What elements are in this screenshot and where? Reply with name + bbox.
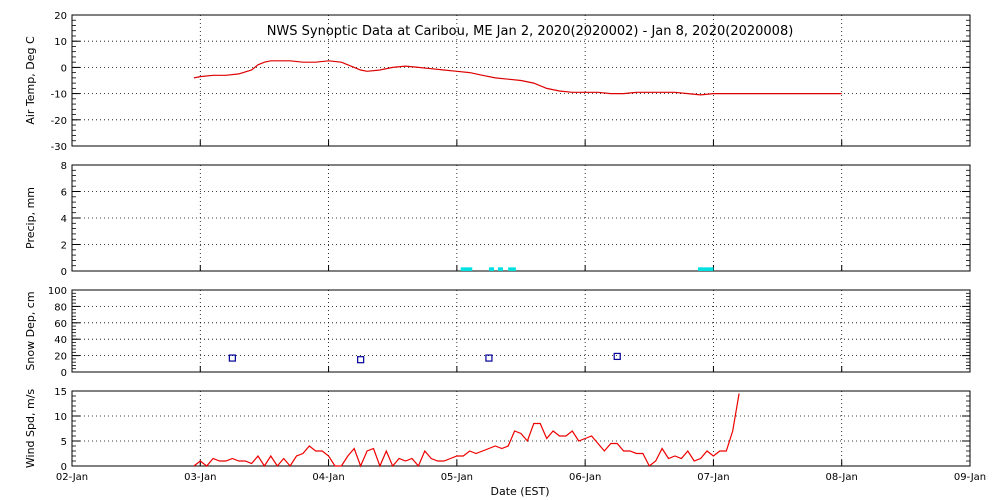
panel-wind-spd: 15 10 5 0 Wind Spd, m/s 02-Jan 03-Jan 04-Jan 05-… <box>24 387 986 483</box>
panel-snow-dep: 100 80 60 40 20 0 Snow Dep, cm <box>24 286 971 379</box>
y-axis-label: Snow Dep, cm <box>24 291 37 370</box>
y-tick-label: 20 <box>54 352 67 363</box>
y-axis-label: Precip, mm <box>24 187 37 249</box>
y-tick-label: 0 <box>61 368 67 379</box>
x-tick-label: 09-Jan <box>954 472 986 483</box>
precip-bar <box>497 267 504 271</box>
wind-speed-line <box>193 393 740 468</box>
precip-bar <box>698 267 714 271</box>
precip-bar <box>488 267 495 271</box>
snow-depth-point <box>613 352 621 361</box>
y-tick-label: -20 <box>51 116 67 127</box>
x-tick-label: 02-Jan <box>56 472 88 483</box>
x-tick-label: 06-Jan <box>569 472 601 483</box>
y-tick-label: -30 <box>51 142 67 153</box>
panel-frame <box>71 289 971 373</box>
y-tick-label: 40 <box>54 335 67 346</box>
y-tick-label: -10 <box>51 90 67 101</box>
y-tick-label: 4 <box>61 214 67 225</box>
y-axis-label: Air Temp, Deg C <box>24 36 37 125</box>
y-tick-label: 10 <box>54 412 67 423</box>
y-tick-label: 20 <box>54 11 67 22</box>
x-tick-label: 07-Jan <box>697 472 729 483</box>
y-tick-label: 8 <box>61 161 67 172</box>
y-tick-label: 2 <box>61 241 67 252</box>
x-tick-label: 04-Jan <box>312 472 344 483</box>
y-tick-label: 15 <box>54 387 67 398</box>
chart-title: NWS Synoptic Data at Caribou, ME Jan 2, … <box>267 24 794 39</box>
x-tick-label: 05-Jan <box>441 472 473 483</box>
y-axis-label: Wind Spd, m/s <box>24 389 37 469</box>
panel-frame <box>71 390 971 467</box>
panel-frame <box>71 14 971 147</box>
y-tick-label: 0 <box>61 267 67 278</box>
y-tick-label: 60 <box>54 319 67 330</box>
y-tick-label: 5 <box>61 437 67 448</box>
snow-depth-point <box>228 354 236 362</box>
air-temp-line <box>193 60 842 96</box>
x-axis-label: Date (EST) <box>490 485 549 498</box>
y-tick-label: 0 <box>61 63 67 74</box>
x-tick-label: 08-Jan <box>826 472 858 483</box>
precip-bar <box>508 267 516 271</box>
y-tick-label: 10 <box>54 37 67 48</box>
panel-air-temp: 20 10 0 -10 -20 -30 Air Temp, Deg C <box>24 11 971 153</box>
y-tick-label: 80 <box>54 302 67 313</box>
y-tick-label: 100 <box>48 286 67 297</box>
y-tick-label: 6 <box>61 188 67 199</box>
precip-bar <box>460 267 473 271</box>
panel-precip: 8 6 4 2 0 Precip, mm <box>24 161 971 278</box>
snow-depth-point <box>485 354 493 362</box>
x-tick-label: 03-Jan <box>184 472 216 483</box>
y-tick-label: 0 <box>61 462 67 473</box>
snow-depth-point <box>357 356 365 364</box>
